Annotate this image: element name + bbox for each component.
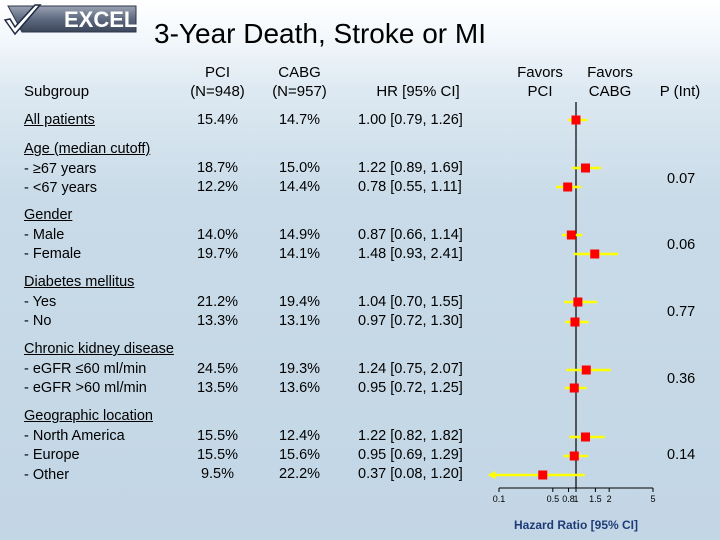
row-label: - Yes — [24, 293, 57, 310]
group-gender: Gender - Male - Female — [24, 206, 81, 265]
x-tick-label: 0.5 — [547, 494, 560, 504]
cabg-value: 14.7% — [278, 112, 321, 128]
pci-value: 24.5% — [196, 361, 239, 377]
pci-value: 13.3% — [196, 313, 239, 329]
hr-value: 0.97 [0.72, 1.30] — [358, 313, 463, 329]
group-ckd: Chronic kidney disease - eGFR ≤60 ml/min… — [24, 340, 174, 399]
cabg-value: 19.3% — [278, 361, 321, 377]
p-int-value: 0.77 — [667, 304, 696, 320]
group-name: Age (median cutoff) — [24, 141, 151, 157]
header-favors-cabg: Favors CABG — [587, 64, 633, 100]
hr-value: 1.00 [0.79, 1.26] — [358, 112, 463, 128]
hr-marker — [581, 432, 591, 442]
pci-value: 21.2% — [196, 294, 239, 310]
header-pci: PCI (N=948) — [190, 64, 245, 100]
cabg-value: 15.6% — [278, 447, 321, 463]
hr-marker — [571, 115, 581, 125]
logo-text: EXCEL — [64, 7, 137, 32]
hr-value: 1.04 [0.70, 1.55] — [358, 294, 463, 310]
group-name: Geographic location — [24, 408, 153, 424]
cabg-value: 14.1% — [278, 246, 321, 262]
hr-value: 0.95 [0.69, 1.29] — [358, 447, 463, 463]
hr-value: 1.24 [0.75, 2.07] — [358, 361, 463, 377]
cabg-value: 13.1% — [278, 313, 321, 329]
excel-logo: EXCEL — [2, 2, 140, 40]
x-tick-label: 0.1 — [493, 494, 506, 504]
row-label: - eGFR >60 ml/min — [24, 380, 147, 396]
p-int-value: 0.06 — [667, 237, 696, 253]
row-label: - No — [24, 313, 52, 329]
row-label: - Male — [24, 226, 65, 243]
ci-arrow — [487, 471, 496, 479]
x-tick-label: 1.5 — [589, 494, 602, 504]
p-int-value: 0.14 — [667, 447, 696, 463]
x-tick-label: 0.8 — [562, 494, 575, 504]
cabg-value: 12.4% — [278, 428, 321, 444]
header-subgroup: Subgroup — [24, 83, 90, 100]
hr-marker — [538, 470, 548, 480]
pci-value: 15.4% — [196, 112, 239, 128]
pci-value: 15.5% — [196, 428, 239, 444]
pci-value: 14.0% — [196, 227, 239, 243]
pci-value: 19.7% — [196, 246, 239, 262]
group-all-patients: All patients — [24, 111, 95, 131]
group-name: Gender — [24, 207, 73, 223]
header-cabg: CABG (N=957) — [272, 64, 327, 100]
group-diabetes: Diabetes mellitus - Yes - No — [24, 273, 134, 332]
hr-value: 0.78 [0.55, 1.11] — [358, 179, 462, 195]
x-tick-label: 1 — [573, 494, 578, 504]
group-age: Age (median cutoff) - ≥67 years - <67 ye… — [24, 140, 150, 199]
group-geographic-location: Geographic location - North America - Eu… — [24, 407, 153, 485]
hr-marker — [569, 451, 579, 461]
checkmark-icon — [3, 4, 42, 36]
logo-graphic: EXCEL — [3, 4, 137, 36]
x-tick-label: 5 — [650, 494, 655, 504]
row-label: - Europe — [24, 447, 80, 463]
pci-value: 12.2% — [196, 179, 239, 195]
hr-value: 1.22 [0.82, 1.82] — [358, 428, 463, 444]
header-hr: HR [95% CI] — [376, 83, 460, 100]
cabg-value: 14.9% — [278, 227, 321, 243]
hr-marker — [581, 163, 591, 173]
header-favors-pci: Favors PCI — [517, 64, 563, 100]
pci-value: 15.5% — [196, 447, 239, 463]
hr-marker — [573, 297, 583, 307]
group-name: Diabetes mellitus — [24, 274, 135, 290]
hr-value: 0.87 [0.66, 1.14] — [358, 227, 463, 243]
row-label: - Other — [24, 466, 70, 483]
row-label: - eGFR ≤60 ml/min — [24, 360, 147, 377]
page-title: 3-Year Death, Stroke or MI — [154, 18, 487, 49]
hr-marker — [569, 383, 579, 393]
row-label: - ≥67 years — [24, 160, 97, 177]
x-axis-title: Hazard Ratio [95% CI] — [514, 518, 638, 532]
hr-marker — [570, 317, 580, 327]
hr-marker — [563, 182, 573, 192]
hr-value: 1.22 [0.89, 1.69] — [358, 160, 463, 176]
hr-value: 0.95 [0.72, 1.25] — [358, 380, 463, 396]
p-int-value: 0.36 — [667, 371, 696, 387]
group-name: All patients — [24, 112, 95, 128]
cabg-value: 13.6% — [278, 380, 321, 396]
p-int-value: 0.07 — [667, 171, 696, 187]
hr-marker — [566, 230, 576, 240]
pci-value: 18.7% — [196, 160, 239, 176]
cabg-value: 22.2% — [278, 466, 321, 482]
hr-marker — [590, 249, 600, 259]
row-label: - Female — [24, 246, 82, 262]
pci-value: 9.5% — [200, 466, 235, 482]
header-p-int: P (Int) — [659, 83, 701, 100]
cabg-value: 19.4% — [278, 294, 321, 310]
pci-value: 13.5% — [196, 380, 239, 396]
cabg-value: 14.4% — [278, 179, 321, 195]
x-tick-label: 2 — [607, 494, 612, 504]
hr-marker — [581, 365, 591, 375]
row-label: - <67 years — [24, 180, 97, 196]
cabg-value: 15.0% — [278, 160, 321, 176]
group-name: Chronic kidney disease — [24, 341, 174, 357]
hr-value: 0.37 [0.08, 1.20] — [358, 466, 463, 482]
hr-value: 1.48 [0.93, 2.41] — [358, 246, 463, 262]
row-label: - North America — [24, 427, 125, 444]
